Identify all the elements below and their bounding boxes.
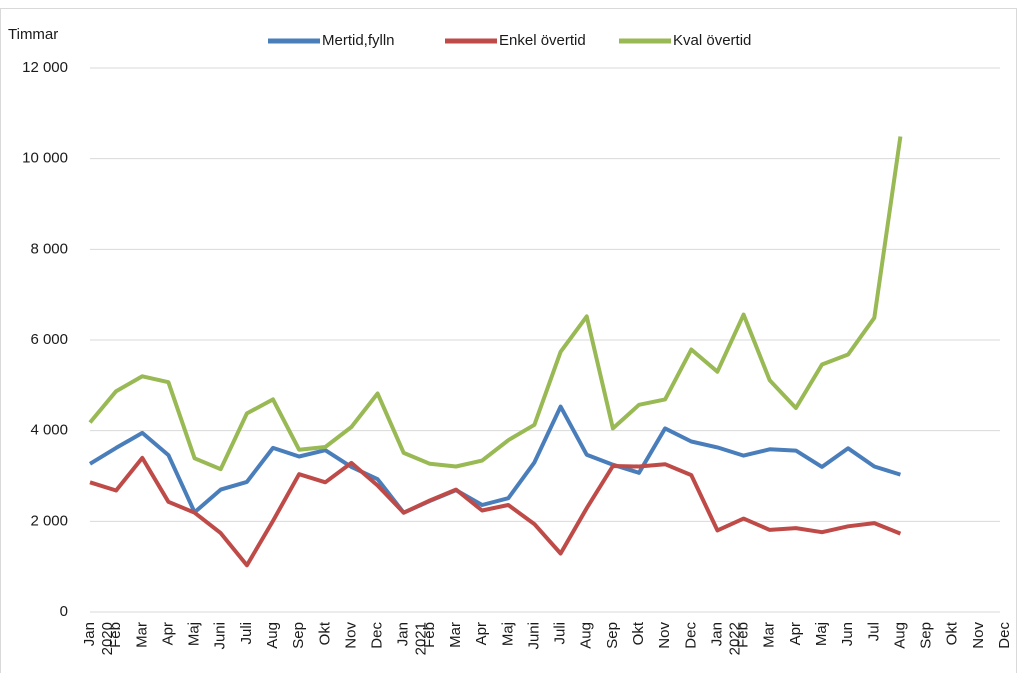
x-tick-label: Feb	[421, 622, 438, 648]
x-tick-label: Juni	[525, 622, 542, 650]
series-line	[88, 136, 903, 472]
x-tick-label: Nov	[342, 622, 359, 649]
x-tick-label: Maj	[813, 622, 830, 646]
x-tick-label: Jan	[81, 622, 98, 646]
x-tick-label: Okt	[630, 621, 647, 645]
legend-label: Kval övertid	[673, 32, 751, 49]
x-tick-label: Nov	[656, 622, 673, 649]
x-tick-label: Dec	[682, 622, 699, 649]
y-tick-label: 2 000	[30, 512, 68, 529]
x-year-label: 2021	[413, 622, 430, 655]
x-tick-label: Jun	[839, 622, 856, 646]
y-tick-label: 8 000	[30, 240, 68, 257]
x-tick-label: Feb	[735, 622, 752, 648]
x-tick-label: Sep	[918, 622, 935, 649]
x-tick-label: Sep	[290, 622, 307, 649]
x-tick-label: Maj	[499, 622, 516, 646]
x-tick-label: Juni	[212, 622, 229, 650]
x-tick-label: Apr	[787, 622, 804, 645]
x-tick-label: Mar	[761, 622, 778, 648]
y-tick-label: 6 000	[30, 331, 68, 348]
x-tick-label: Apr	[159, 622, 176, 645]
x-tick-label: Aug	[264, 622, 281, 649]
x-tick-label: Okt	[316, 621, 333, 645]
x-tick-label: Mar	[133, 622, 150, 648]
x-tick-label: Jan	[395, 622, 412, 646]
x-tick-label: Feb	[107, 622, 124, 648]
x-tick-label: Maj	[186, 622, 203, 646]
y-tick-label: 4 000	[30, 422, 68, 439]
y-tick-label: 12 000	[22, 59, 68, 76]
x-tick-label: Sep	[604, 622, 621, 649]
x-tick-label: Mar	[447, 622, 464, 648]
x-tick-label: Nov	[970, 622, 987, 649]
x-tick-label: Aug	[578, 622, 595, 649]
x-tick-label: Apr	[473, 622, 490, 645]
x-tick-label: Jan	[708, 622, 725, 646]
series-line	[89, 455, 902, 568]
y-axis-label: Timmar	[8, 26, 58, 43]
chart-frame	[0, 8, 1017, 673]
series-line	[88, 404, 901, 515]
x-tick-label: Juli	[238, 622, 255, 645]
x-tick-label: Juli	[552, 622, 569, 645]
x-tick-label: Okt	[944, 621, 961, 645]
y-tick-label: 0	[60, 603, 68, 620]
y-tick-label: 10 000	[22, 150, 68, 167]
x-tick-label: Aug	[891, 622, 908, 649]
legend-label: Mertid,fylln	[322, 32, 395, 49]
legend-label: Enkel övertid	[499, 32, 586, 49]
x-year-label: 2020	[99, 622, 116, 655]
x-tick-label: Dec	[996, 622, 1013, 649]
x-tick-label: Jul	[865, 622, 882, 641]
x-tick-label: Dec	[369, 622, 386, 649]
x-year-label: 2022	[726, 622, 743, 655]
